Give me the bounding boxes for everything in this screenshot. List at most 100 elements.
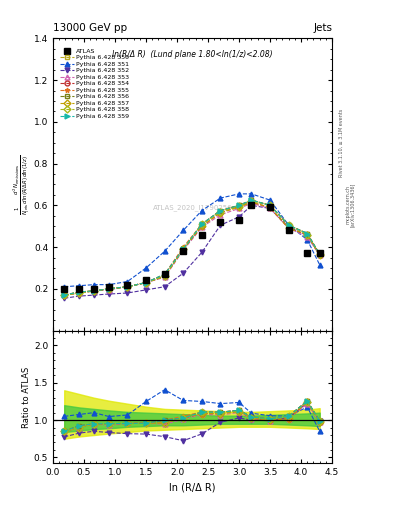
Pythia 6.428 354 [125,284,130,290]
Pythia 6.428 359 [317,251,322,258]
Y-axis label: Ratio to ATLAS: Ratio to ATLAS [22,366,31,428]
Pythia 6.428 351 [200,207,204,214]
Pythia 6.428 354 [162,273,167,280]
Pythia 6.428 353 [268,205,272,211]
Pythia 6.428 351 [125,279,130,285]
Pythia 6.428 354 [144,280,149,286]
Pythia 6.428 352 [77,293,81,299]
Pythia 6.428 355 [317,251,322,258]
Pythia 6.428 353 [218,211,223,218]
Pythia 6.428 358 [62,292,66,298]
Pythia 6.428 358 [305,231,310,238]
ATLAS [62,286,66,292]
Pythia 6.428 350 [317,251,322,258]
Pythia 6.428 357 [77,290,81,296]
Pythia 6.428 352 [305,232,310,239]
Text: 13000 GeV pp: 13000 GeV pp [53,23,127,33]
Pythia 6.428 350 [237,202,241,208]
ATLAS [249,202,254,208]
Pythia 6.428 351 [305,237,310,243]
Pythia 6.428 357 [181,246,185,252]
Pythia 6.428 355 [268,202,272,208]
Pythia 6.428 354 [249,199,254,205]
Pythia 6.428 350 [200,221,204,227]
Pythia 6.428 358 [249,198,254,204]
Pythia 6.428 356 [317,251,322,258]
Pythia 6.428 353 [181,247,185,253]
Pythia 6.428 353 [162,274,167,281]
Pythia 6.428 357 [144,280,149,286]
Pythia 6.428 354 [200,223,204,229]
Pythia 6.428 355 [92,288,96,294]
Pythia 6.428 350 [62,292,66,298]
Pythia 6.428 355 [107,286,111,292]
Pythia 6.428 353 [77,290,81,296]
Line: ATLAS: ATLAS [61,202,323,292]
Pythia 6.428 356 [249,197,254,203]
Pythia 6.428 356 [218,207,223,214]
Pythia 6.428 350 [144,280,149,286]
Pythia 6.428 358 [125,284,130,290]
Pythia 6.428 352 [268,205,272,211]
Text: ln(R/Δ R)  (Lund plane 1.80<ln(1/z)<2.08): ln(R/Δ R) (Lund plane 1.80<ln(1/z)<2.08) [112,50,273,59]
Pythia 6.428 351 [107,282,111,288]
Pythia 6.428 352 [162,284,167,290]
Line: Pythia 6.428 350: Pythia 6.428 350 [62,198,322,297]
Pythia 6.428 358 [162,273,167,280]
ATLAS [107,284,111,290]
ATLAS [200,231,204,238]
Y-axis label: $\frac{1}{N_{\mathrm{jets}}}\frac{d^2 N_{\mathrm{emissions}}}{d\ln(R/\Delta R)\,: $\frac{1}{N_{\mathrm{jets}}}\frac{d^2 N_… [12,154,33,215]
Text: Rivet 3.1.10, ≥ 3.1M events: Rivet 3.1.10, ≥ 3.1M events [339,109,344,178]
Line: Pythia 6.428 356: Pythia 6.428 356 [62,198,322,297]
Pythia 6.428 350 [181,246,185,252]
Pythia 6.428 357 [218,209,223,216]
Pythia 6.428 358 [286,222,291,228]
Pythia 6.428 351 [237,191,241,197]
Pythia 6.428 354 [107,286,111,292]
Pythia 6.428 350 [249,197,254,203]
Pythia 6.428 358 [317,251,322,258]
Pythia 6.428 352 [144,287,149,293]
Pythia 6.428 356 [237,202,241,208]
Line: Pythia 6.428 359: Pythia 6.428 359 [62,198,322,297]
ATLAS [286,227,291,233]
Pythia 6.428 359 [200,221,204,227]
Pythia 6.428 359 [305,230,310,237]
ATLAS [125,282,130,288]
Pythia 6.428 350 [107,286,111,292]
Pythia 6.428 355 [218,207,223,214]
Pythia 6.428 352 [125,290,130,296]
Pythia 6.428 354 [305,231,310,238]
Pythia 6.428 359 [62,292,66,298]
Pythia 6.428 356 [200,221,204,227]
ATLAS [305,250,310,257]
Pythia 6.428 358 [268,202,272,208]
Pythia 6.428 355 [181,244,185,250]
Pythia 6.428 350 [305,230,310,237]
Pythia 6.428 351 [181,227,185,233]
Pythia 6.428 355 [249,197,254,203]
Pythia 6.428 352 [249,202,254,208]
Pythia 6.428 356 [92,288,96,294]
Pythia 6.428 359 [107,286,111,292]
Pythia 6.428 358 [92,288,96,294]
Pythia 6.428 353 [317,252,322,259]
Pythia 6.428 356 [62,292,66,298]
Line: Pythia 6.428 354: Pythia 6.428 354 [62,200,322,297]
Pythia 6.428 357 [200,223,204,229]
Pythia 6.428 354 [286,225,291,231]
Pythia 6.428 359 [268,202,272,208]
Pythia 6.428 357 [268,204,272,210]
Text: Jets: Jets [313,23,332,33]
Pythia 6.428 351 [92,282,96,288]
Pythia 6.428 351 [144,265,149,271]
ATLAS [317,250,322,257]
Pythia 6.428 359 [125,284,130,290]
Pythia 6.428 356 [286,222,291,228]
Pythia 6.428 351 [62,284,66,290]
Pythia 6.428 353 [286,225,291,231]
Pythia 6.428 357 [62,292,66,298]
Pythia 6.428 358 [77,290,81,296]
Pythia 6.428 353 [200,224,204,230]
Pythia 6.428 356 [107,286,111,292]
